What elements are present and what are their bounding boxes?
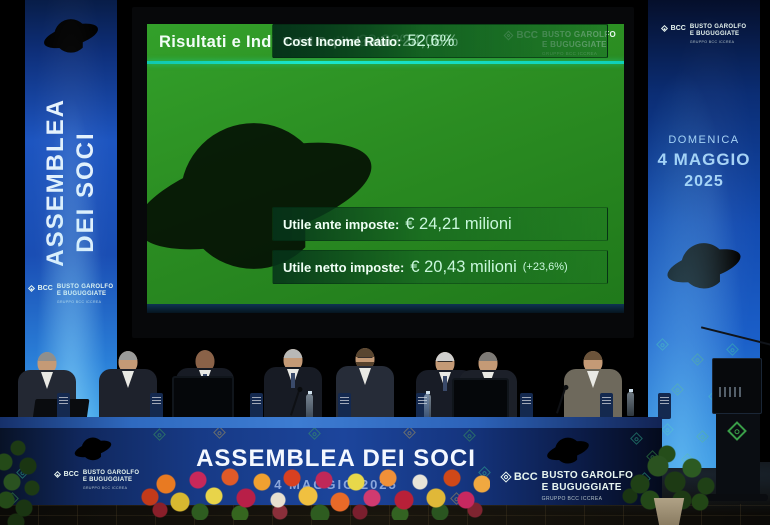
results-slide: Risultati e Indicatori Vitali BCC BUSTO … [147,24,624,304]
bcc-diamond-icon [27,284,35,293]
kpi-label: Cost Income Ratio: [283,33,402,49]
name-card [520,393,533,419]
bcc-logo: BCC BUSTO GAROLFO E BUGUGGIATE GRUPPO BC… [648,24,760,44]
kpi-value: € 20,43 milioni [410,257,517,276]
plant-pot [653,498,685,525]
person-tie [291,373,295,388]
bank-name: E BUGUGGIATE [56,291,107,298]
name-card [658,393,671,419]
kpi-row: Cost Income Ratio: 52,6% [272,24,608,58]
pattern-diamond-icon [656,338,669,351]
pattern-diamond-icon [213,428,226,439]
screen-bottom-glow [147,304,624,313]
person-head [195,350,215,372]
bcc-emblem-icon [667,243,741,289]
panel-member [561,351,625,427]
bank-group: GRUPPO BCC ICCREA [541,496,603,502]
bcc-logo: BCC BUSTO GAROLFO E BUGUGGIATE GRUPPO BC… [25,284,117,304]
monitor [172,376,234,422]
bank-group: GRUPPO BCC ICCREA [56,300,102,305]
person-head [283,349,303,371]
bcc-diamond-icon [660,24,668,33]
kpi-label: Utile netto imposte: [283,259,405,275]
bcc-emblem-icon [547,437,589,464]
pattern-diamond-icon [463,429,476,442]
person-head [435,352,455,374]
lectern-base [706,494,768,501]
event-date-block: DOMENICA 4 MAGGIO 2025 [648,134,760,191]
potted-plant [0,438,42,525]
pattern-diamond-icon [691,353,704,366]
right-banner: BCC BUSTO GAROLFO E BUGUGGIATE GRUPPO BC… [648,0,760,468]
name-card [600,393,613,419]
bank-name: BUSTO GAROLFO [541,470,634,481]
pattern-diamond-icon [726,343,739,356]
name-card [57,393,70,419]
kpi-row: Utile netto imposte: € 20,43 milioni (+2… [272,250,608,284]
name-card [338,393,351,419]
bcc-label: BCC [670,25,686,32]
kpi-note: (+23,6%) [522,261,568,273]
water-bottle [306,391,313,418]
kpi-label: Utile ante imposte: [283,216,400,232]
bcc-logo: BCC BUSTO GAROLFO E BUGUGGIATE GRUPPO BC… [490,470,645,502]
pattern-diamond-icon [661,423,674,436]
water-bottle [424,391,431,418]
table-top-edge [0,417,662,428]
bank-name: E BUGUGGIATE [82,477,133,484]
pattern-diamond-icon [308,428,321,440]
monitor [452,378,509,421]
person-head [478,352,498,374]
lectern-monitor [712,358,762,414]
water-bottle [627,389,634,416]
kpi-value: 52,6% [407,31,455,50]
flower-arrangement [140,462,490,520]
bank-name: BUSTO GAROLFO [82,470,140,476]
bcc-diamond-icon [53,470,61,479]
bcc-emblem-icon [74,437,112,461]
pattern-diamond-icon [696,430,709,443]
bank-name: E BUGUGGIATE [541,482,622,493]
bcc-logo: BCC BUSTO GAROLFO E BUGUGGIATE GRUPPO BC… [22,470,172,490]
name-card [150,393,163,419]
person-tie [443,376,447,391]
bank-name: BUSTO GAROLFO [56,284,114,290]
bcc-diamond-icon [500,471,512,483]
bank-name: E BUGUGGIATE [689,31,740,38]
bcc-label: BCC [63,471,79,478]
person-head [118,351,138,373]
pattern-diamond-icon [403,428,416,439]
slide-divider [147,61,624,64]
name-card [250,393,263,419]
bcc-emblem-icon [44,19,98,53]
panel-member [96,351,160,427]
event-day-month: 4 MAGGIO [657,150,751,169]
person-glasses [357,357,373,360]
bcc-label: BCC [513,471,538,483]
banner-title-line: DEI SOCI [72,130,99,253]
person-head [37,352,57,374]
event-weekday: DOMENICA [668,134,740,146]
kpi-row: Utile ante imposte: € 24,21 milioni [272,207,608,241]
bank-group: GRUPPO BCC ICCREA [689,40,735,45]
event-year: 2025 [684,173,724,190]
banner-title-line: ASSEMBLEA [42,97,69,267]
kpi-value: € 24,21 milioni [405,214,512,233]
person-glasses [437,361,453,364]
person-head [583,351,603,373]
panel-member [261,349,325,425]
bcc-label: BCC [37,285,53,292]
pattern-diamond-icon [630,432,643,445]
bank-group: GRUPPO BCC ICCREA [82,486,128,491]
left-banner-title: ASSEMBLEA DEI SOCI [25,86,117,278]
pattern-diamond-icon [153,428,166,441]
pattern-diamond-icon [671,383,684,396]
bank-name: BUSTO GAROLFO [689,24,747,30]
